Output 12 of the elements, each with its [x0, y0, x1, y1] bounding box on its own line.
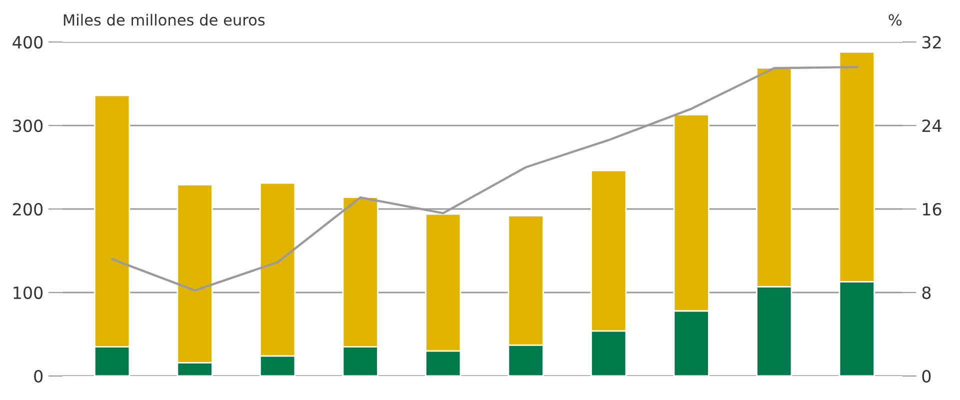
y2-tick-label: 16: [922, 202, 942, 216]
y-axis-title: Miles de millones de euros: [64, 14, 265, 26]
y2-tick-label: 24: [922, 119, 942, 132]
y-tick-label: 0: [34, 370, 43, 383]
y-tick-label: 200: [13, 202, 43, 216]
y-tick-label: 100: [14, 286, 43, 300]
y2-tick-label: 32: [922, 36, 941, 49]
y2-axis-title: %: [888, 14, 902, 26]
y2-tick-label: 0: [922, 370, 931, 383]
y-tick-label: 400: [12, 36, 43, 49]
y2-tick-label: 8: [922, 286, 931, 300]
y-tick-label: 300: [13, 119, 43, 132]
